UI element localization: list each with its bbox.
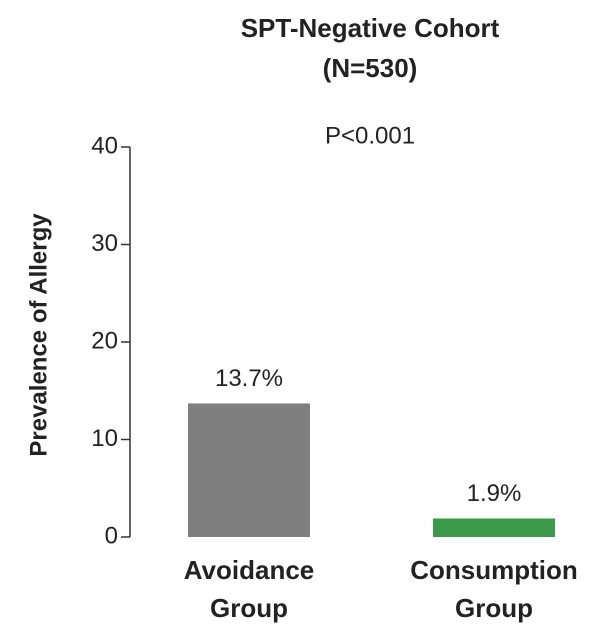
chart-subtitle: (N=530) — [323, 53, 418, 83]
y-tick-label: 40 — [91, 132, 118, 159]
x-tick-label: Consumption Group — [410, 555, 578, 623]
bar — [433, 518, 555, 537]
chart-title: SPT-Negative Cohort — [241, 13, 500, 43]
bar — [188, 403, 310, 537]
value-label: 13.7% — [215, 365, 283, 392]
x-tick-label: Avoidance Group — [184, 555, 315, 623]
annotation: P<0.001 — [325, 122, 415, 149]
value-label: 1.9% — [467, 480, 522, 507]
y-tick-label: 0 — [105, 522, 118, 549]
y-tick-label: 20 — [91, 327, 118, 354]
y-tick-label: 30 — [91, 230, 118, 257]
y-axis-label: Prevalence of Allergy — [25, 213, 52, 457]
y-tick-label: 10 — [91, 425, 118, 452]
